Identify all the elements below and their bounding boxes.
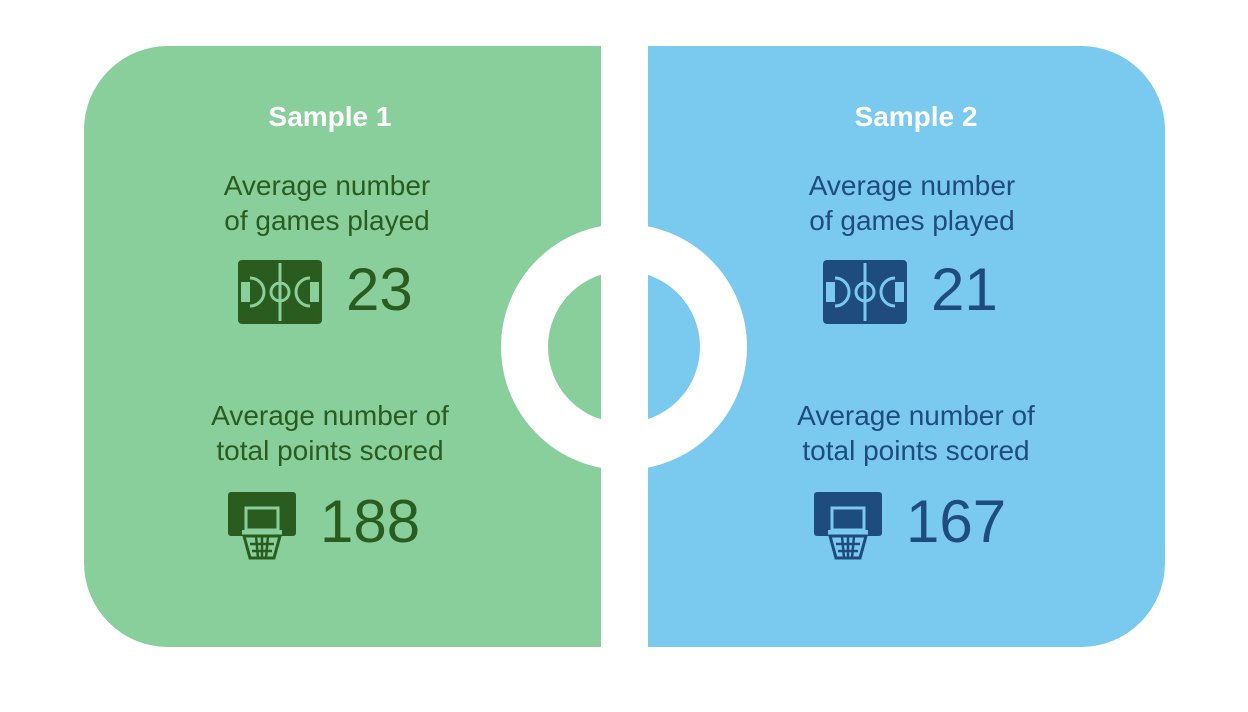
sample-2-games-stat: 21	[823, 256, 1023, 324]
basketball-hoop-icon	[228, 492, 296, 560]
sample-2-games-value: 21	[931, 256, 998, 323]
sample-1-games-label-line2: of games played	[224, 205, 430, 236]
sample-1-games-value: 23	[346, 256, 413, 323]
sample-2-games-label-line1: Average number	[808, 170, 1016, 201]
sample-2-points-label-line2: total points scored	[802, 435, 1030, 466]
center-circle	[501, 224, 747, 470]
sample-1-games-stat: 23	[238, 256, 438, 324]
sample-1-title: Sample 1	[268, 101, 392, 132]
sample-1-points-label: Average number of total points scored	[130, 398, 530, 468]
sample-2-title: Sample 2	[854, 101, 978, 132]
sample-2-games-label-line2: of games played	[809, 205, 1015, 236]
sample-2-points-value: 167	[906, 488, 1007, 555]
basketball-hoop-icon	[814, 492, 882, 560]
sample-2-games-label: Average number of games played	[712, 168, 1112, 238]
sample-1-points-value: 188	[320, 488, 421, 555]
sample-1-points-label-line2: total points scored	[216, 435, 444, 466]
basketball-court-icon	[238, 260, 322, 324]
sample-1-points-label-line1: Average number of	[211, 400, 449, 431]
sample-2-points-label: Average number of total points scored	[716, 398, 1116, 468]
sample-1-games-label: Average number of games played	[127, 168, 527, 238]
sample-1-points-stat: 188	[228, 488, 458, 560]
sample-2-points-stat: 167	[814, 488, 1044, 560]
sample-1-games-label-line1: Average number	[223, 170, 431, 201]
basketball-court-icon	[823, 260, 907, 324]
sample-2-points-label-line1: Average number of	[797, 400, 1035, 431]
